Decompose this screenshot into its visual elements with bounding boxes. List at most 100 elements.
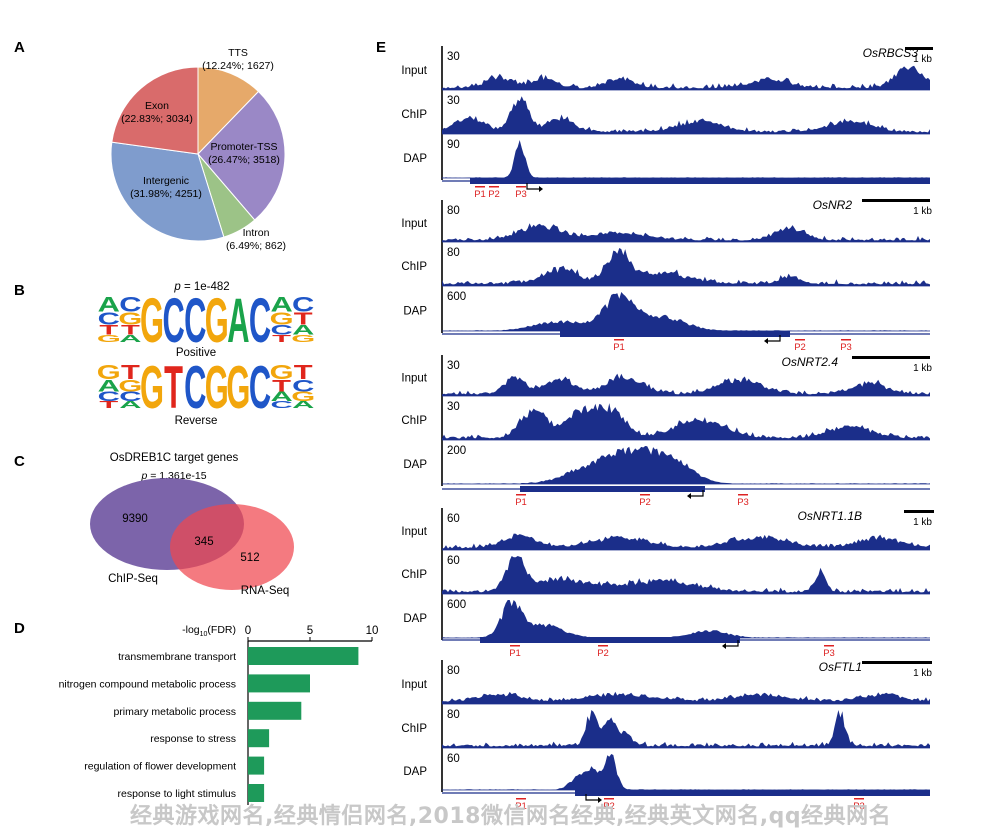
primer-label: P3 [853, 801, 865, 812]
primer-label: P2 [639, 497, 651, 508]
primer-label: P1 [613, 342, 625, 353]
signal-track [442, 710, 930, 748]
pie-label-promoter: Promoter-TSS [210, 141, 277, 153]
scale-bar-label: 1 kb [913, 363, 932, 374]
signal-track [442, 691, 930, 704]
primer-mark [841, 339, 851, 341]
track-max-value: 90 [447, 139, 460, 151]
pie-detail-tts: (12.24%; 1627) [202, 60, 274, 72]
track-group-osnr2: OsNR2 1 kb Input 80 ChIP 80 DAP 600 P1 P2 P3 [401, 198, 932, 353]
motif-letter: C [270, 399, 292, 410]
motif-letter: G [205, 285, 229, 356]
pie-slice-tts [197, 66, 260, 156]
motif-letter: A [270, 292, 292, 316]
primer-label: P1 [474, 189, 486, 200]
motif-letter: T [294, 309, 314, 329]
motif-letter: C [249, 354, 271, 422]
motif-positive-label: Positive [176, 347, 216, 359]
motif-letter: C [119, 389, 141, 404]
track-row-label: Input [401, 373, 427, 385]
scale-bar-label: 1 kb [913, 54, 932, 65]
scale-bar [905, 47, 933, 50]
signal-track [442, 248, 930, 286]
motif-letter: C [184, 354, 206, 422]
motif-letter: C [119, 292, 141, 316]
panel-label-d: D [14, 620, 25, 637]
go-category-label: response to light stimulus [118, 788, 236, 800]
signal-track [442, 292, 930, 331]
track-row-label: ChIP [401, 261, 427, 273]
go-bar [248, 784, 265, 802]
motif-letter: A [119, 399, 141, 410]
motif-letter: A [98, 292, 120, 316]
venn-overlap-count: 345 [194, 536, 213, 548]
track-row-label: DAP [403, 153, 427, 165]
primer-mark [824, 645, 834, 647]
track-max-value: 600 [447, 599, 466, 611]
track-max-value: 30 [447, 95, 460, 107]
motif-letter: C [184, 285, 206, 356]
pie-chart [110, 66, 286, 242]
gene-model-exons [470, 178, 930, 184]
tss-arrow-head [722, 643, 726, 649]
go-bar [248, 756, 265, 775]
primer-label: P2 [597, 648, 609, 659]
pie-detail-exon: (22.83%; 3034) [121, 113, 193, 125]
panel-label-b: B [14, 282, 25, 299]
signal-track [442, 533, 930, 550]
signal-track [442, 96, 930, 134]
go-x-tick-label: 10 [366, 625, 379, 637]
motif-pvalue: p = 1e-482 [173, 281, 229, 293]
signal-track [442, 754, 930, 790]
motif-letter: A [270, 389, 292, 404]
tss-arrow-head [764, 338, 768, 344]
pie-slice-exon [111, 66, 199, 155]
venn-chip-label: ChIP-Seq [108, 573, 158, 585]
signal-track [442, 140, 930, 178]
primer-label: P3 [823, 648, 835, 659]
tss-arrow [585, 794, 598, 801]
primer-mark [738, 494, 748, 496]
track-row-label: DAP [403, 306, 427, 318]
tss-arrow-head [539, 186, 543, 192]
scale-bar [852, 356, 930, 359]
primer-mark [489, 186, 499, 188]
motif-letter: A [292, 399, 314, 410]
motif-letter: T [121, 360, 140, 384]
track-gene-name: OsFTL1 [819, 660, 862, 674]
track-row-label: ChIP [401, 109, 427, 121]
motif-reverse-label: Reverse [175, 415, 218, 427]
signal-track [442, 556, 930, 594]
primer-label: P3 [515, 189, 527, 200]
motif-letter: T [272, 333, 291, 345]
primer-label: P1 [509, 648, 521, 659]
go-category-label: nitrogen compound metabolic process [59, 678, 236, 690]
primer-label: P2 [603, 801, 615, 812]
track-row-label: DAP [403, 459, 427, 471]
motif-letter: T [272, 376, 291, 395]
pie-slice-intergenic [110, 141, 225, 242]
go-bar [248, 674, 310, 693]
primer-mark [795, 339, 805, 341]
venn-left-count: 9390 [122, 513, 148, 525]
primer-label: P1 [515, 801, 527, 812]
tss-arrow-head [598, 797, 602, 803]
track-max-value: 60 [447, 513, 460, 525]
track-row-label: ChIP [401, 415, 427, 427]
track-gene-name: OsNR2 [813, 198, 853, 212]
track-max-value: 600 [447, 291, 466, 303]
primer-label: P2 [488, 189, 500, 200]
motif-letter: C [270, 322, 292, 338]
signal-track [442, 373, 930, 396]
track-max-value: 60 [447, 555, 460, 567]
scale-bar [904, 510, 934, 513]
go-category-label: regulation of flower development [84, 761, 236, 773]
motif-letter: T [99, 322, 118, 338]
motif-letter: C [162, 285, 184, 356]
motif-letter: T [164, 354, 183, 422]
venn-rna-label: RNA-Seq [241, 585, 290, 597]
motif-letter: G [97, 333, 121, 345]
primer-mark [614, 339, 624, 341]
